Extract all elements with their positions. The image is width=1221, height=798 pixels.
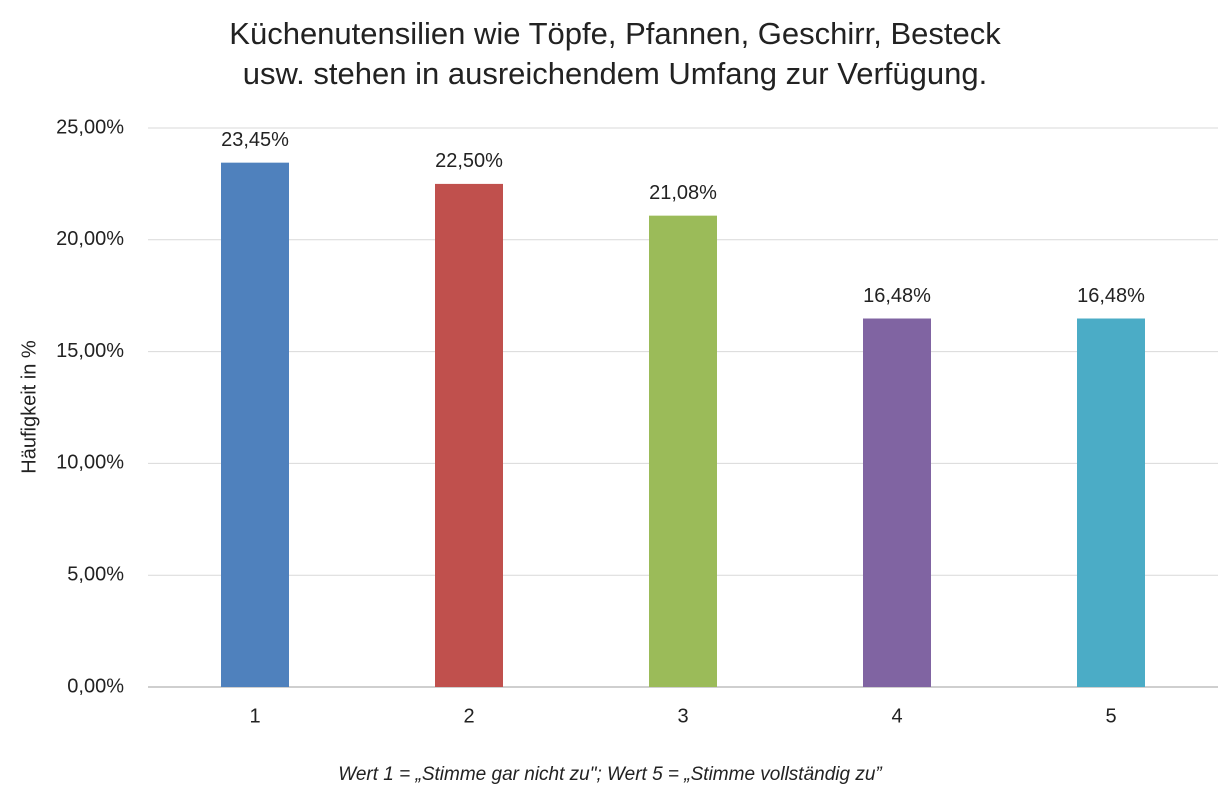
note: Wert 1 = „Stimme gar nicht zu"; Wert 5 =… — [338, 764, 883, 785]
bar — [649, 215, 717, 688]
bar — [435, 183, 503, 687]
x-tick-label: 4 — [891, 705, 902, 727]
data-label: 16,48% — [1077, 285, 1145, 307]
chart-title: Küchenutensilien wie Töpfe, Pfannen, Ges… — [229, 16, 1001, 51]
x-tick-label: 5 — [1105, 705, 1116, 727]
bar — [863, 318, 931, 687]
x-tick-label: 1 — [249, 705, 260, 727]
data-label: 23,45% — [221, 129, 289, 151]
chart-title: usw. stehen in ausreichendem Umfang zur … — [243, 56, 987, 91]
x-tick-label: 2 — [463, 705, 474, 727]
data-label: 22,50% — [435, 150, 503, 172]
y-tick-label: 0,00% — [67, 675, 124, 697]
y-tick-label: 10,00% — [56, 452, 124, 474]
y-tick-label: 15,00% — [56, 340, 124, 362]
y-tick-label: 5,00% — [67, 563, 124, 585]
bar — [221, 162, 289, 687]
y-tick-label: 25,00% — [56, 116, 124, 138]
y-tick-label: 20,00% — [56, 228, 124, 250]
y-axis-label: Häufigkeit in % — [18, 340, 40, 474]
bar — [1077, 318, 1145, 687]
data-label: 21,08% — [649, 182, 717, 204]
data-label: 16,48% — [863, 285, 931, 307]
x-tick-label: 3 — [677, 705, 688, 727]
